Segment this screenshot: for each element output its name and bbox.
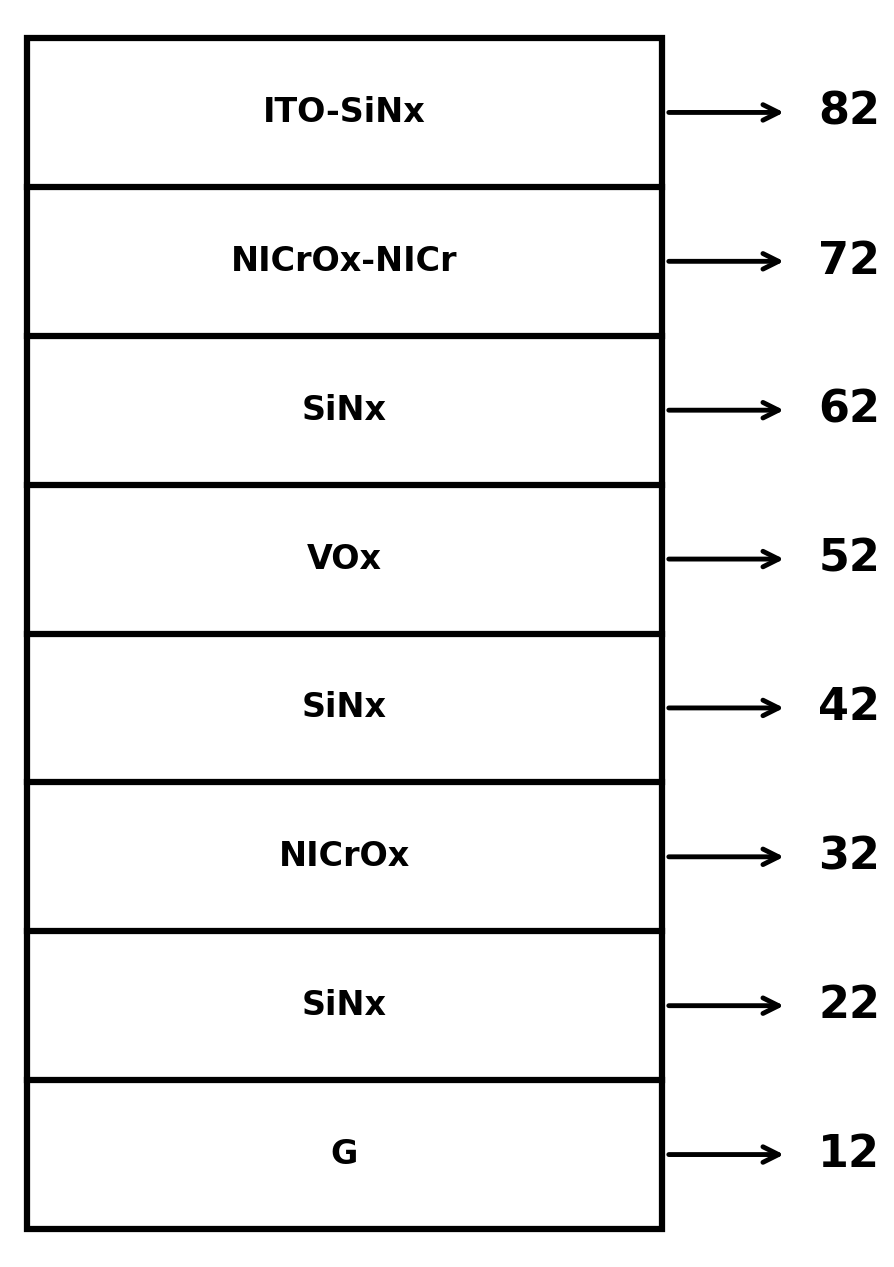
- Text: SiNx: SiNx: [301, 692, 387, 725]
- Bar: [27, 38, 662, 1229]
- Text: 62: 62: [818, 389, 881, 432]
- Text: 72: 72: [818, 239, 881, 283]
- Text: 52: 52: [818, 537, 881, 580]
- Text: 42: 42: [818, 687, 881, 730]
- Text: 22: 22: [818, 984, 881, 1028]
- Text: ITO-SiNx: ITO-SiNx: [263, 96, 426, 129]
- Text: 82: 82: [818, 91, 881, 134]
- Text: 32: 32: [818, 835, 881, 878]
- Text: 12: 12: [818, 1133, 881, 1176]
- Text: SiNx: SiNx: [301, 394, 387, 427]
- Text: VOx: VOx: [307, 542, 382, 575]
- Text: NICrOx: NICrOx: [279, 840, 409, 873]
- Text: NICrOx-NICr: NICrOx-NICr: [231, 245, 458, 277]
- Text: G: G: [331, 1138, 358, 1171]
- Text: SiNx: SiNx: [301, 990, 387, 1022]
